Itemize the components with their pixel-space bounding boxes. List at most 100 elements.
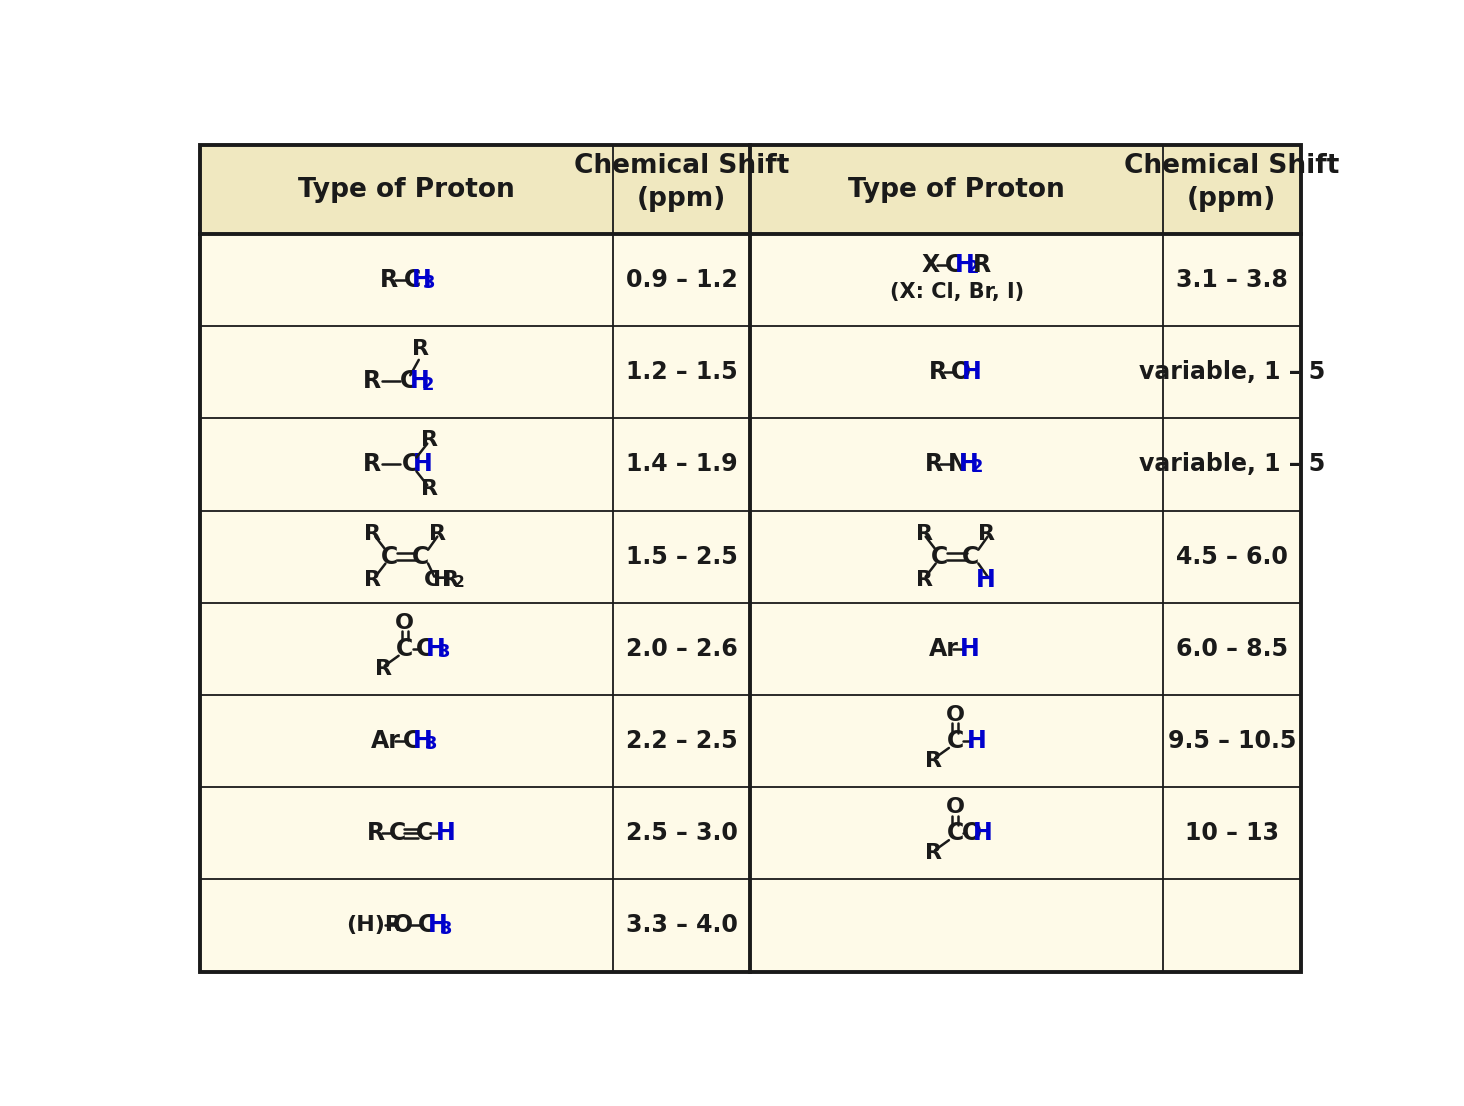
- Bar: [201, 418, 1300, 511]
- Text: 1.2 – 1.5: 1.2 – 1.5: [625, 361, 738, 384]
- Text: C: C: [423, 570, 441, 589]
- Text: C: C: [947, 729, 963, 753]
- Text: R: R: [978, 523, 994, 543]
- Bar: [201, 879, 1300, 971]
- Text: (X: Cl, Br, I): (X: Cl, Br, I): [890, 282, 1023, 302]
- Text: C: C: [944, 252, 962, 276]
- Text: C: C: [403, 729, 420, 753]
- Text: R: R: [925, 751, 941, 771]
- Text: C: C: [417, 914, 435, 938]
- Text: 3: 3: [425, 735, 438, 753]
- Text: C: C: [381, 544, 398, 568]
- Text: O: O: [946, 705, 965, 724]
- Text: R: R: [411, 340, 429, 359]
- Text: 1.5 – 2.5: 1.5 – 2.5: [625, 544, 738, 568]
- Text: O: O: [962, 822, 982, 845]
- Text: H: H: [974, 822, 993, 845]
- Bar: [201, 695, 1300, 787]
- Text: R: R: [442, 570, 460, 589]
- Text: R: R: [972, 252, 991, 276]
- Text: H: H: [436, 822, 455, 845]
- Text: (H)R: (H)R: [346, 916, 401, 936]
- Text: Chemical Shift
(ppm): Chemical Shift (ppm): [574, 154, 789, 212]
- Text: H: H: [426, 637, 445, 660]
- Text: N: N: [947, 452, 968, 477]
- Text: X: X: [921, 252, 940, 276]
- Text: H: H: [413, 452, 432, 477]
- Text: 1.4 – 1.9: 1.4 – 1.9: [625, 452, 738, 477]
- Text: 4.5 – 6.0: 4.5 – 6.0: [1176, 544, 1288, 568]
- Text: R: R: [367, 822, 385, 845]
- Text: R: R: [925, 843, 941, 864]
- Text: R: R: [363, 452, 381, 477]
- Text: C: C: [397, 637, 413, 660]
- Text: H: H: [413, 729, 432, 753]
- Text: C: C: [416, 822, 433, 845]
- Text: H: H: [411, 268, 432, 292]
- Bar: [201, 146, 1300, 233]
- Text: H: H: [959, 452, 978, 477]
- Text: R: R: [363, 369, 381, 394]
- Text: H: H: [410, 369, 429, 394]
- Text: C: C: [947, 822, 963, 845]
- Text: O: O: [395, 613, 414, 633]
- Text: 6.0 – 8.5: 6.0 – 8.5: [1176, 637, 1288, 660]
- Text: H: H: [976, 567, 996, 592]
- Bar: [201, 326, 1300, 418]
- Text: 3: 3: [439, 919, 452, 938]
- Text: R: R: [915, 570, 933, 589]
- Text: H: H: [962, 361, 982, 384]
- Text: Ar: Ar: [928, 637, 959, 660]
- Text: C: C: [411, 544, 429, 568]
- Text: Ar: Ar: [370, 729, 400, 753]
- Text: 0.9 – 1.2: 0.9 – 1.2: [625, 268, 738, 292]
- Text: 3.1 – 3.8: 3.1 – 3.8: [1176, 268, 1288, 292]
- Text: O: O: [394, 914, 413, 938]
- Text: R: R: [915, 523, 933, 543]
- Text: C: C: [389, 822, 407, 845]
- Text: R: R: [422, 430, 438, 450]
- Text: C: C: [401, 452, 419, 477]
- Text: C: C: [962, 544, 979, 568]
- Text: H: H: [960, 637, 979, 660]
- Text: R: R: [363, 570, 381, 589]
- Text: 2: 2: [422, 376, 435, 394]
- Text: Chemical Shift
(ppm): Chemical Shift (ppm): [1124, 154, 1340, 212]
- Text: H: H: [966, 729, 987, 753]
- Text: 2: 2: [454, 575, 464, 591]
- Text: Type of Proton: Type of Proton: [848, 177, 1064, 202]
- Bar: [201, 511, 1300, 603]
- Text: variable, 1 – 5: variable, 1 – 5: [1139, 452, 1325, 477]
- Bar: [201, 787, 1300, 879]
- Text: H: H: [427, 914, 447, 938]
- Text: R: R: [363, 523, 381, 543]
- Text: 3: 3: [423, 274, 435, 292]
- Text: C: C: [931, 544, 949, 568]
- Text: 2: 2: [971, 459, 982, 477]
- Text: 10 – 13: 10 – 13: [1184, 822, 1278, 845]
- Text: R: R: [422, 479, 438, 499]
- Text: 3: 3: [438, 643, 451, 661]
- Text: 2.2 – 2.5: 2.2 – 2.5: [625, 729, 738, 753]
- Text: C: C: [400, 369, 417, 394]
- Text: 2.0 – 2.6: 2.0 – 2.6: [625, 637, 738, 660]
- Text: 3.3 – 4.0: 3.3 – 4.0: [625, 914, 738, 938]
- Text: R: R: [429, 523, 447, 543]
- Text: R: R: [379, 268, 398, 292]
- Text: H: H: [433, 570, 451, 589]
- Text: H: H: [955, 252, 974, 276]
- Text: C: C: [416, 637, 433, 660]
- Bar: [201, 603, 1300, 695]
- Text: 2.5 – 3.0: 2.5 – 3.0: [625, 822, 738, 845]
- Text: O: O: [946, 797, 965, 817]
- Text: R: R: [925, 452, 943, 477]
- Text: variable, 1 – 5: variable, 1 – 5: [1139, 361, 1325, 384]
- Text: R: R: [375, 659, 392, 679]
- Text: Type of Proton: Type of Proton: [299, 177, 515, 202]
- Bar: [201, 233, 1300, 326]
- Text: 9.5 – 10.5: 9.5 – 10.5: [1168, 729, 1296, 753]
- Text: O: O: [952, 361, 972, 384]
- Text: C: C: [404, 268, 422, 292]
- Text: R: R: [930, 361, 947, 384]
- Text: 2: 2: [966, 259, 979, 276]
